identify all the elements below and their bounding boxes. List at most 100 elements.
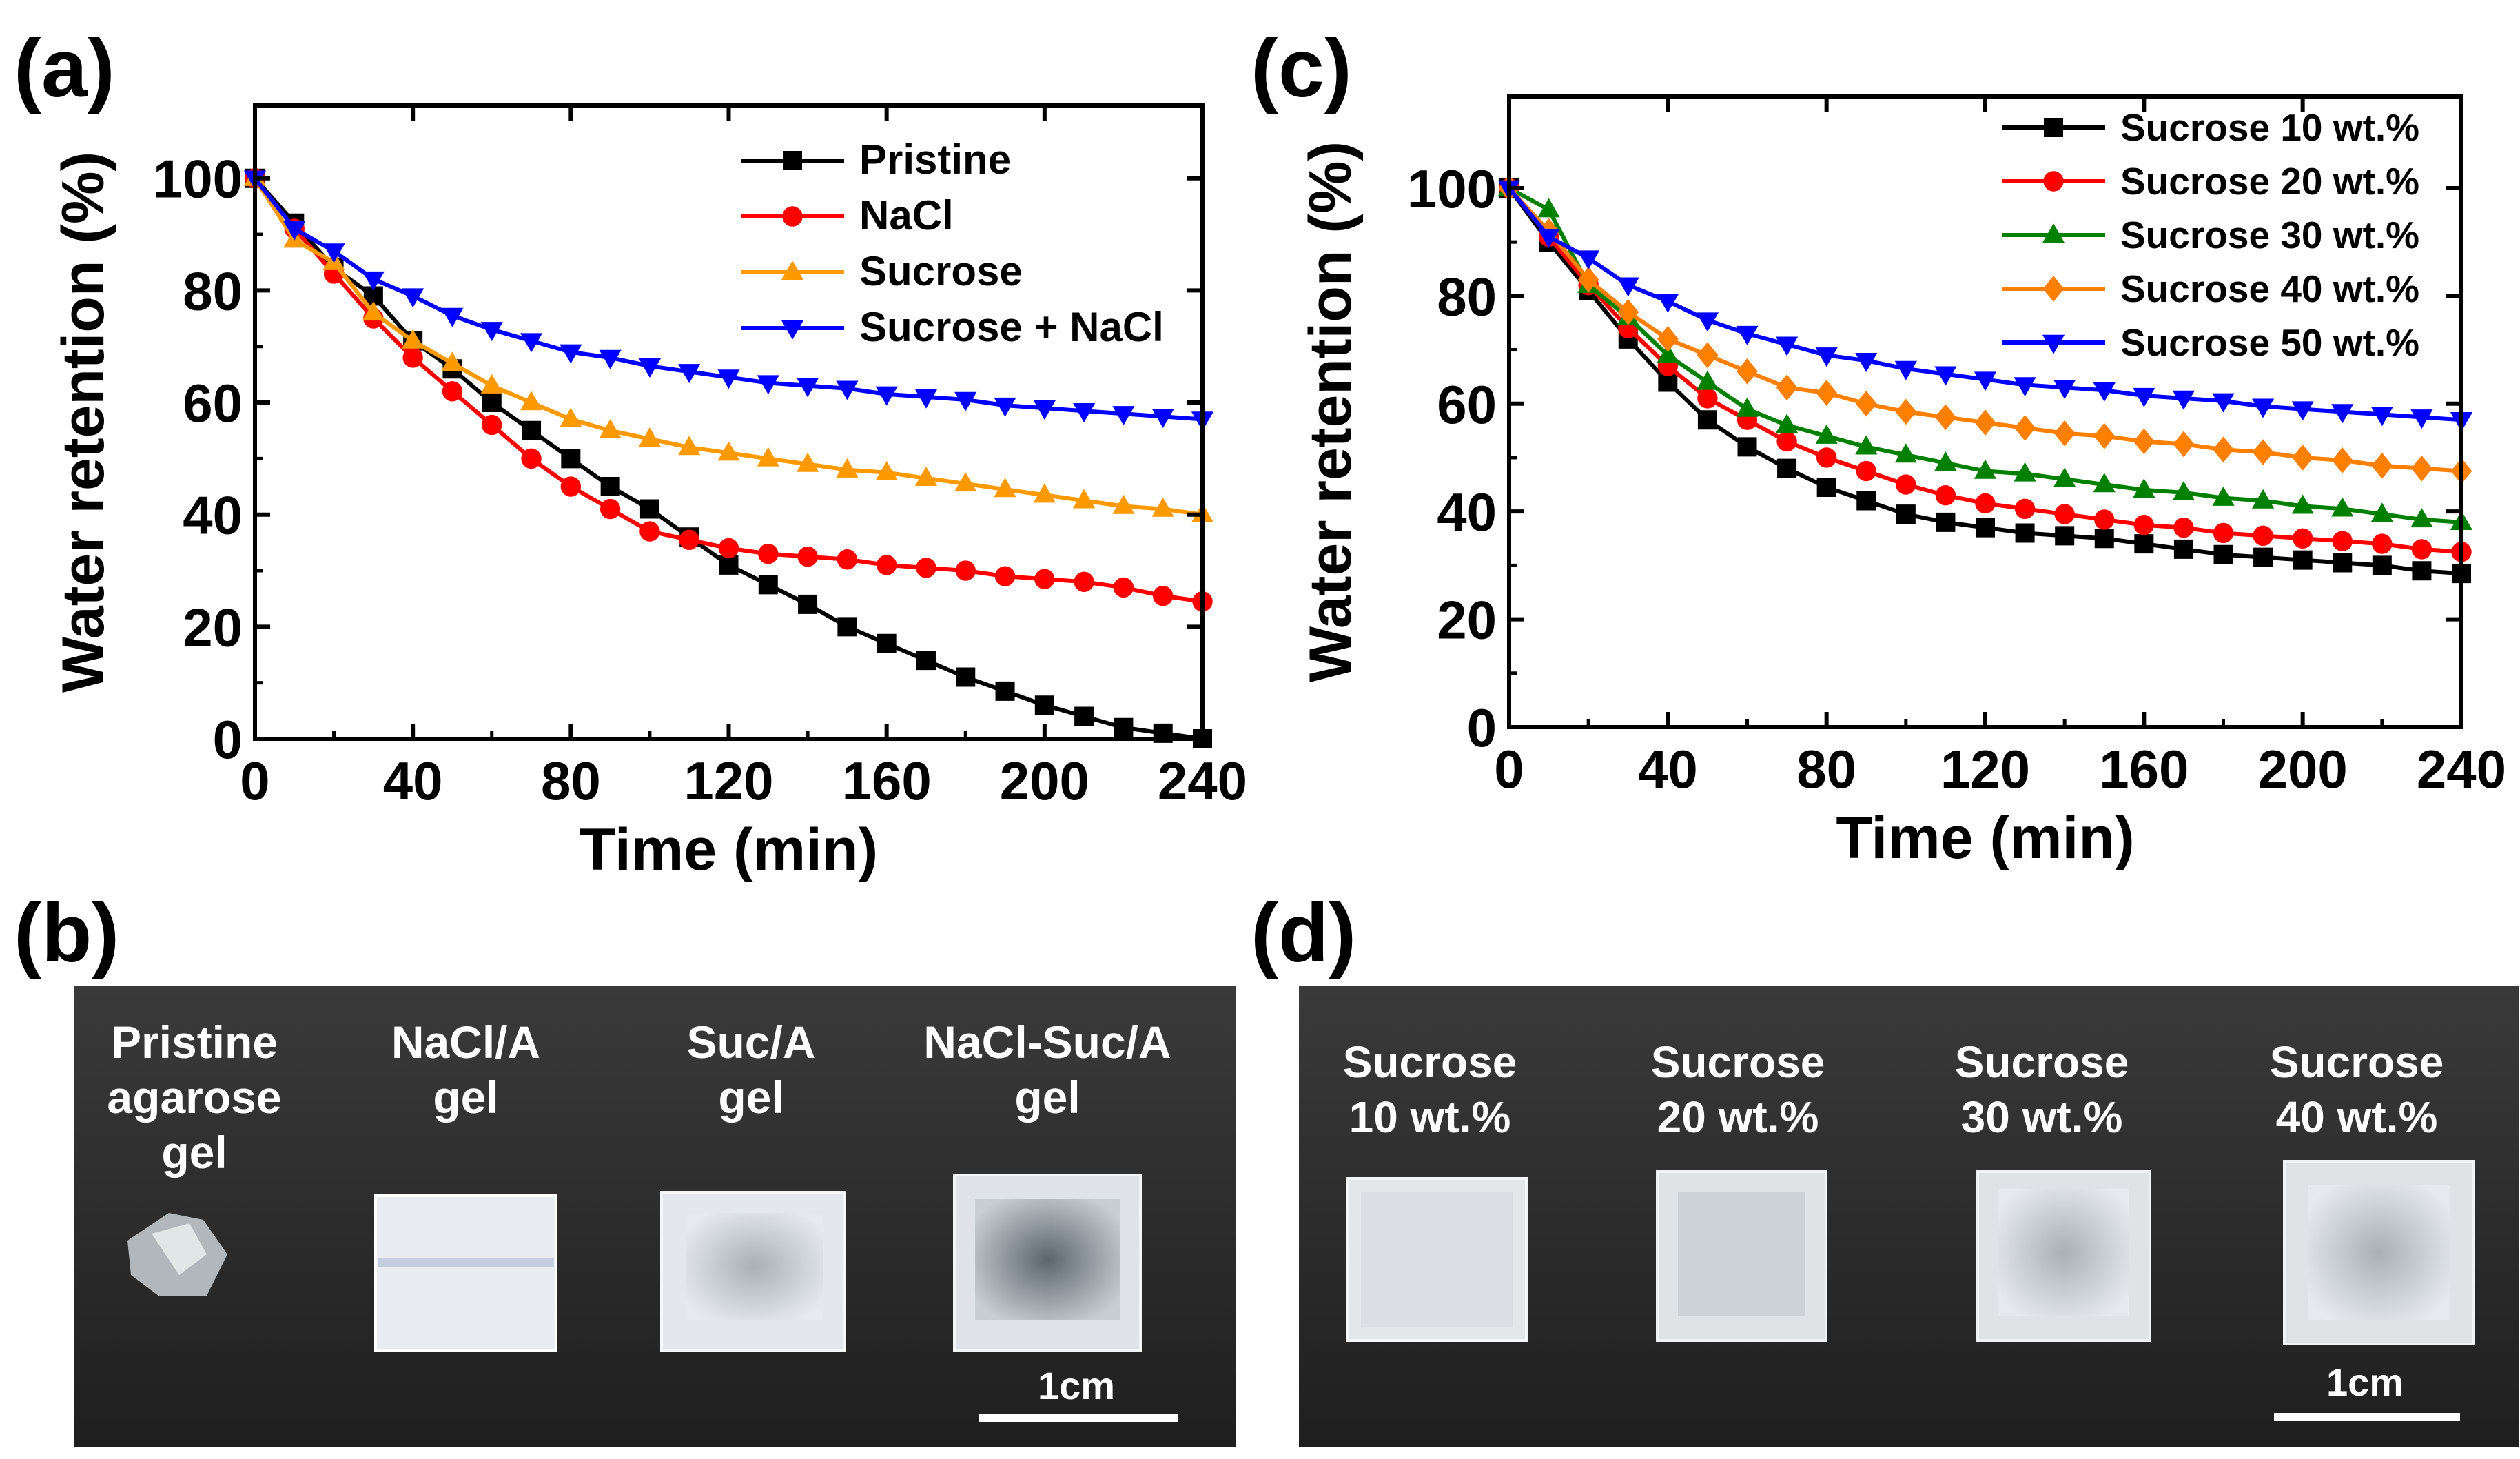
data-point <box>2212 393 2235 413</box>
data-point <box>2213 544 2233 564</box>
data-point <box>719 555 739 575</box>
x-tick-label: 240 <box>1158 751 1247 811</box>
x-tick-label: 200 <box>2258 739 2348 799</box>
x-tick-label: 40 <box>1638 739 1698 799</box>
data-point <box>2410 508 2433 528</box>
sample-label: gel <box>718 1072 783 1123</box>
x-tick-label: 120 <box>684 751 773 811</box>
data-point <box>639 499 659 519</box>
legend-marker <box>2044 118 2063 137</box>
data-point <box>1855 353 1878 373</box>
x-tick-label: 120 <box>1940 739 2030 799</box>
data-point <box>1034 569 1055 589</box>
x-axis-label: Time (min) <box>1836 805 2134 871</box>
data-point <box>1974 459 1997 479</box>
y-tick-label: 80 <box>1437 266 1497 327</box>
data-point <box>2333 553 2353 573</box>
data-point <box>520 333 543 353</box>
data-point <box>2133 478 2155 498</box>
data-point <box>1855 390 1877 417</box>
data-point <box>797 546 818 567</box>
sample-label: 20 wt.% <box>1657 1092 1819 1142</box>
x-tick-label: 200 <box>1000 751 1089 811</box>
data-point <box>678 436 701 456</box>
gel-20-center <box>1678 1192 1805 1316</box>
data-point <box>1816 477 1836 497</box>
data-point <box>482 393 502 413</box>
sample-label: NaCl-Suc/A <box>923 1017 1171 1068</box>
data-point <box>2252 439 2274 466</box>
data-point <box>2213 436 2234 463</box>
legend-marker <box>2042 223 2065 243</box>
data-point <box>1617 277 1639 297</box>
data-point <box>836 380 859 400</box>
y-tick-label: 0 <box>1467 697 1497 758</box>
data-point <box>2251 398 2275 418</box>
data-point <box>994 478 1016 498</box>
data-point <box>718 538 739 559</box>
sample-label: gel <box>1014 1072 1080 1123</box>
y-tick-label: 40 <box>183 485 243 546</box>
data-point <box>2371 452 2393 479</box>
legend-marker <box>2043 171 2064 192</box>
legend-label: Sucrose 30 wt.% <box>2120 214 2419 256</box>
data-point <box>1073 489 1096 509</box>
data-point <box>1658 372 1678 392</box>
x-tick-label: 0 <box>240 751 269 811</box>
data-point <box>1657 293 1679 313</box>
data-point <box>717 369 740 389</box>
data-point <box>2093 422 2116 449</box>
legend-marker <box>2042 276 2065 302</box>
data-point <box>1657 343 1679 363</box>
data-point <box>994 397 1016 417</box>
data-point <box>322 243 345 263</box>
data-point <box>2291 494 2314 514</box>
y-tick-label: 80 <box>183 261 243 321</box>
y-tick-label: 100 <box>1407 159 1497 219</box>
data-point <box>1815 347 1838 367</box>
data-point <box>1936 512 1956 532</box>
data-point <box>1696 312 1719 332</box>
legend-marker <box>781 261 804 280</box>
data-point <box>1151 409 1174 429</box>
data-point <box>836 458 859 478</box>
data-point <box>1697 342 1719 369</box>
data-point <box>2053 380 2076 400</box>
data-point <box>1073 403 1096 423</box>
scale-bar-b <box>979 1414 1178 1422</box>
x-tick-label: 40 <box>383 751 443 811</box>
legend-label: Sucrose + NaCl <box>859 304 1164 350</box>
data-point <box>480 374 503 394</box>
data-point <box>914 389 938 409</box>
data-point <box>1775 336 1799 356</box>
data-point <box>599 418 622 438</box>
data-point <box>875 386 898 406</box>
sample-label: NaCl/A <box>391 1017 540 1068</box>
data-point <box>2292 528 2313 549</box>
data-point <box>1895 398 1917 425</box>
sample-label: Sucrose <box>1651 1037 1825 1087</box>
data-point <box>1074 571 1094 592</box>
data-point <box>2291 401 2314 421</box>
data-point <box>1855 435 1878 455</box>
data-point <box>2172 390 2195 410</box>
data-point <box>1737 437 1757 457</box>
data-point <box>2331 497 2354 517</box>
y-axis-label: Water retention (%) <box>50 152 116 693</box>
data-point <box>2372 555 2392 575</box>
data-point <box>1856 491 1876 511</box>
data-point <box>916 558 936 578</box>
data-point <box>2411 539 2432 560</box>
data-point <box>1776 374 1798 401</box>
data-point <box>600 498 621 520</box>
series-line <box>253 176 1203 604</box>
data-point <box>1894 443 1917 463</box>
data-point <box>2332 531 2353 551</box>
data-point <box>1114 717 1134 737</box>
data-point <box>2213 522 2234 544</box>
data-point <box>1816 447 1837 468</box>
sample-label: Sucrose <box>1955 1037 2129 1087</box>
data-point <box>600 477 620 497</box>
